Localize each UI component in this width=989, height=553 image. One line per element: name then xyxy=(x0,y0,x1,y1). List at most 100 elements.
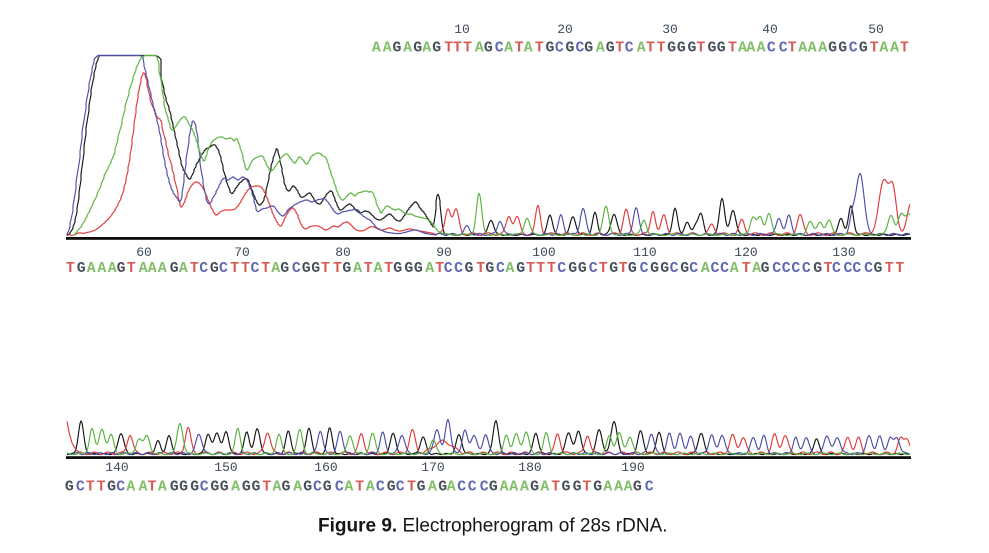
svg-text:C: C xyxy=(864,261,873,277)
svg-text:A: A xyxy=(624,480,633,496)
svg-text:A: A xyxy=(366,480,375,496)
svg-text:C: C xyxy=(468,480,477,496)
svg-text:T: T xyxy=(657,41,666,57)
svg-text:T: T xyxy=(476,261,485,277)
svg-text:C: C xyxy=(200,480,209,496)
svg-text:A: A xyxy=(148,261,157,277)
svg-text:A: A xyxy=(158,480,167,496)
svg-text:A: A xyxy=(179,261,188,277)
svg-text:T: T xyxy=(355,480,364,496)
svg-text:G: G xyxy=(323,480,332,496)
svg-text:A: A xyxy=(273,480,282,496)
svg-text:A: A xyxy=(126,480,135,496)
svg-text:C: C xyxy=(292,261,301,277)
svg-text:G: G xyxy=(717,41,726,57)
svg-text:G: G xyxy=(628,261,637,277)
svg-text:C: C xyxy=(199,261,208,277)
svg-text:A: A xyxy=(509,480,518,496)
svg-text:T: T xyxy=(97,480,106,496)
svg-text:A: A xyxy=(422,41,431,57)
svg-text:A: A xyxy=(614,480,623,496)
svg-text:C: C xyxy=(791,261,800,277)
svg-text:C: C xyxy=(670,261,679,277)
svg-text:70: 70 xyxy=(234,245,250,260)
svg-text:T: T xyxy=(86,480,95,496)
svg-text:A: A xyxy=(752,261,761,277)
svg-text:T: T xyxy=(526,261,535,277)
svg-text:G: G xyxy=(170,480,179,496)
svg-text:A: A xyxy=(353,261,362,277)
svg-text:G: G xyxy=(393,261,402,277)
svg-text:C: C xyxy=(625,41,634,57)
svg-text:G: G xyxy=(465,261,474,277)
svg-text:140: 140 xyxy=(105,460,128,475)
svg-text:G: G xyxy=(516,261,525,277)
svg-text:170: 170 xyxy=(421,460,444,475)
svg-text:G: G xyxy=(838,41,847,57)
svg-text:A: A xyxy=(139,480,148,496)
svg-text:G: G xyxy=(282,480,291,496)
svg-text:T: T xyxy=(582,480,591,496)
svg-text:G: G xyxy=(117,261,126,277)
svg-text:A: A xyxy=(520,480,529,496)
svg-text:G: G xyxy=(252,480,261,496)
svg-text:T: T xyxy=(900,41,909,57)
svg-text:C: C xyxy=(802,261,811,277)
svg-text:G: G xyxy=(432,41,441,57)
svg-text:A: A xyxy=(808,41,817,57)
svg-text:G: G xyxy=(404,261,413,277)
svg-text:A: A xyxy=(108,261,117,277)
svg-text:C: C xyxy=(557,261,566,277)
svg-text:A: A xyxy=(344,480,353,496)
svg-text:A: A xyxy=(890,41,899,57)
svg-text:A: A xyxy=(231,480,240,496)
svg-text:C: C xyxy=(376,480,385,496)
svg-text:G: G xyxy=(77,261,86,277)
svg-text:G: G xyxy=(546,41,555,57)
svg-text:C: C xyxy=(844,261,853,277)
svg-text:Figure 9. Electropherogram of: Figure 9. Electropherogram of 28s rDNA. xyxy=(318,516,668,537)
svg-text:C: C xyxy=(782,261,791,277)
svg-text:T: T xyxy=(384,261,393,277)
svg-text:T: T xyxy=(535,41,544,57)
svg-text:G: G xyxy=(387,480,396,496)
svg-text:G: G xyxy=(190,480,199,496)
svg-text:A: A xyxy=(475,41,484,57)
svg-text:T: T xyxy=(407,480,416,496)
svg-text:A: A xyxy=(403,41,412,57)
svg-text:G: G xyxy=(680,261,689,277)
svg-text:T: T xyxy=(262,480,271,496)
svg-text:C: C xyxy=(720,261,729,277)
svg-text:C: C xyxy=(849,41,858,57)
svg-text:190: 190 xyxy=(621,460,644,475)
svg-text:G: G xyxy=(107,480,116,496)
svg-text:G: G xyxy=(210,480,219,496)
svg-text:C: C xyxy=(589,261,598,277)
svg-text:G: G xyxy=(210,261,219,277)
svg-text:T: T xyxy=(66,261,75,277)
svg-text:T: T xyxy=(444,41,453,57)
svg-text:110: 110 xyxy=(633,245,656,260)
svg-text:C: C xyxy=(645,480,654,496)
svg-text:A: A xyxy=(596,41,605,57)
svg-text:160: 160 xyxy=(314,460,337,475)
svg-text:T: T xyxy=(333,261,342,277)
svg-text:180: 180 xyxy=(518,460,541,475)
svg-text:A: A xyxy=(798,41,807,57)
svg-text:A: A xyxy=(425,261,434,277)
svg-text:G: G xyxy=(562,480,571,496)
svg-text:G: G xyxy=(280,261,289,277)
svg-text:C: C xyxy=(779,41,788,57)
svg-text:G: G xyxy=(242,480,251,496)
svg-text:G: G xyxy=(578,261,587,277)
svg-text:G: G xyxy=(311,261,320,277)
svg-text:T: T xyxy=(241,261,250,277)
svg-text:T: T xyxy=(148,480,157,496)
svg-text:A: A xyxy=(383,41,392,57)
svg-text:A: A xyxy=(271,261,280,277)
svg-text:C: C xyxy=(313,480,322,496)
svg-text:G: G xyxy=(667,41,676,57)
svg-text:T: T xyxy=(615,41,624,57)
svg-text:A: A xyxy=(757,41,766,57)
svg-text:A: A xyxy=(524,41,533,57)
